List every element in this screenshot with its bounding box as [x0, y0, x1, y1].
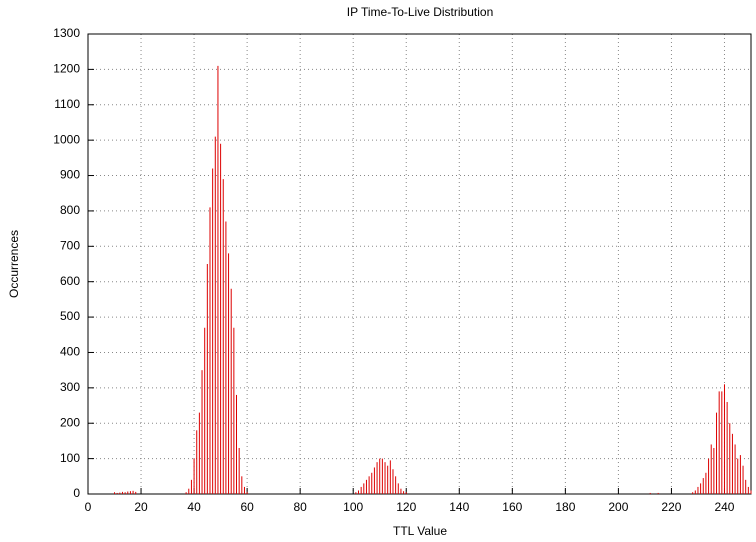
y-tick-label: 1100	[54, 97, 80, 111]
y-tick-label: 500	[60, 309, 80, 323]
chart-title: IP Time-To-Live Distribution	[347, 5, 494, 19]
x-tick-label: 60	[240, 500, 254, 514]
y-tick-label: 1000	[53, 132, 80, 146]
x-tick-label: 200	[608, 500, 628, 514]
x-tick-label: 40	[187, 500, 201, 514]
x-tick-label: 140	[449, 500, 469, 514]
y-tick-label: 700	[60, 238, 80, 252]
y-tick-label: 100	[60, 451, 80, 465]
y-tick-label: 400	[60, 345, 80, 359]
x-tick-label: 0	[85, 500, 92, 514]
x-tick-label: 80	[293, 500, 307, 514]
plot-frame	[87, 33, 752, 495]
y-tick-label: 900	[60, 168, 80, 182]
x-tick-label: 240	[714, 500, 734, 514]
y-tick-label: 300	[60, 380, 80, 394]
y-tick-label: 200	[60, 415, 80, 429]
x-tick-label: 180	[555, 500, 575, 514]
x-tick-label: 20	[134, 500, 148, 514]
y-tick-label: 600	[60, 274, 80, 288]
y-tick-label: 1300	[53, 26, 80, 40]
x-tick-label: 120	[396, 500, 416, 514]
y-tick-label: 0	[73, 486, 80, 500]
x-tick-label: 100	[343, 500, 363, 514]
x-tick-label: 160	[502, 500, 522, 514]
x-tick-label: 220	[661, 500, 681, 514]
y-axis-label: Occurrences	[7, 230, 21, 298]
x-axis-label: TTL Value	[393, 524, 447, 538]
y-tick-label: 1200	[53, 62, 80, 76]
y-tick-label: 800	[60, 203, 80, 217]
